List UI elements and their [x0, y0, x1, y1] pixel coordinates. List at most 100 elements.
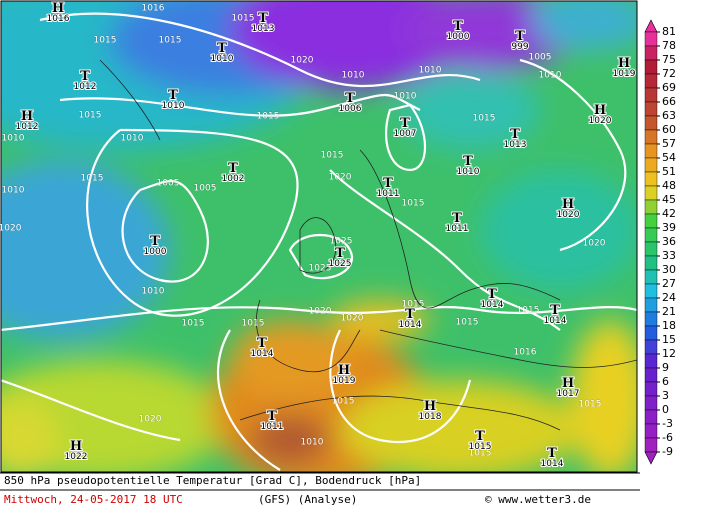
center-letter: T	[475, 429, 485, 444]
isobar-label: 1015	[81, 174, 104, 184]
center-letter: H	[594, 103, 606, 118]
isobar-label: 1015	[332, 397, 355, 407]
footer-title: 850 hPa pseudopotentielle Temperatur [Gr…	[4, 474, 421, 487]
colorbar-label: -9	[662, 445, 673, 458]
colorbar-label: 57	[662, 137, 676, 150]
colorbar-band	[644, 73, 658, 89]
center-letter: T	[383, 176, 393, 191]
isobar-label: 1016	[514, 348, 537, 358]
center-letter: T	[405, 307, 415, 322]
isobar-label: 1015	[159, 36, 182, 46]
center-letter: T	[168, 88, 178, 103]
isobar-label: 1020	[341, 314, 364, 324]
isobar-label: 1015	[517, 306, 540, 316]
isobar-label: 1015	[579, 400, 602, 410]
center-letter: T	[510, 127, 520, 142]
colorbar-label: 33	[662, 249, 676, 262]
center-letter: T	[258, 11, 268, 26]
colorbar-label: 72	[662, 67, 676, 80]
center-pressure: 1014	[251, 349, 274, 359]
center-pressure: 1020	[557, 210, 580, 220]
center-letter: T	[345, 91, 355, 106]
center-letter: T	[80, 69, 90, 84]
center-letter: T	[515, 29, 525, 44]
isobar-label: 1020	[0, 224, 22, 234]
center-pressure: 1016	[47, 14, 70, 24]
colorbar-band	[644, 185, 658, 201]
colorbar-band	[644, 395, 658, 411]
colorbar-label: 27	[662, 277, 676, 290]
colorbar-label: 30	[662, 263, 676, 276]
colorbar-band	[644, 45, 658, 61]
colorbar-label: 39	[662, 221, 676, 234]
colorbar-band	[644, 101, 658, 117]
center-letter: T	[228, 161, 238, 176]
isobar-labels: 1016 1015 1015 1015 1020 1010 1010 1005 1010 1015…	[0, 3, 606, 459]
colorbar-label: 48	[662, 179, 676, 192]
isobar-label: 1025	[309, 264, 332, 274]
center-letter: H	[424, 399, 436, 414]
center-pressure: 1014	[544, 316, 567, 326]
colorbar-band	[644, 283, 658, 299]
isobar-label: 1010	[121, 134, 144, 144]
colorbar-band	[644, 199, 658, 215]
isobar-label: 1010	[539, 71, 562, 81]
center-pressure: 1019	[613, 69, 636, 79]
colorbar-label: 66	[662, 95, 676, 108]
isobar-label: 1010	[394, 92, 417, 102]
center-letter: T	[335, 246, 345, 261]
colorbar-label: 75	[662, 53, 676, 66]
colorbar-label: 15	[662, 333, 676, 346]
colorbar-label: 9	[662, 361, 669, 374]
center-letter: T	[452, 211, 462, 226]
colorbar-band	[644, 87, 658, 103]
colorbar-band	[644, 157, 658, 173]
isobar-label: 1010	[419, 66, 442, 76]
center-pressure: 1015	[469, 442, 492, 452]
center-pressure: 1014	[399, 320, 422, 330]
isobar-label: 1005	[194, 184, 217, 194]
isobar-label: 1015	[321, 151, 344, 161]
center-letter: T	[257, 336, 267, 351]
isobar-label: 1010	[2, 134, 25, 144]
colorbar-band	[644, 381, 658, 397]
center-letter: H	[562, 376, 574, 391]
isobar-label: 1015	[402, 199, 425, 209]
colorbar-band	[644, 213, 658, 229]
colorbar-label: 18	[662, 319, 676, 332]
center-letter: H	[70, 439, 82, 454]
isobar-label: 1020	[309, 307, 332, 317]
center-pressure: 1012	[16, 122, 39, 132]
center-letter: T	[217, 41, 227, 56]
colorbar-label: 45	[662, 193, 676, 206]
colorbar-band	[644, 423, 658, 439]
isobar-label: 1005	[157, 179, 180, 189]
isobar-label: 1005	[529, 53, 552, 63]
center-pressure: 1011	[261, 422, 284, 432]
center-pressure: 1010	[457, 167, 480, 177]
isobar-label: 1015	[79, 111, 102, 121]
colorbar-band	[644, 353, 658, 369]
colorbar-label: 51	[662, 165, 676, 178]
center-pressure: 1000	[144, 247, 167, 257]
center-pressure: 1025	[329, 259, 352, 269]
center-letter: H	[562, 197, 574, 212]
isobar-label: 1010	[301, 438, 324, 448]
colorbar-band	[644, 255, 658, 271]
center-letter: T	[267, 409, 277, 424]
center-pressure: 1007	[394, 129, 417, 139]
isobar-label: 1020	[329, 173, 352, 183]
colorbar-band	[644, 129, 658, 145]
colorbar-band	[644, 311, 658, 327]
isobar-label: 1015	[456, 318, 479, 328]
colorbar-label: -6	[662, 431, 673, 444]
isobar-label: 1016	[142, 4, 165, 14]
colorbar-cap	[644, 19, 658, 33]
center-pressure: 1010	[211, 54, 234, 64]
center-letter: T	[463, 154, 473, 169]
isobar-label: 1020	[583, 239, 606, 249]
colorbar: 8178757269666360575451484542393633302724…	[644, 19, 676, 465]
colorbar-label: 60	[662, 123, 676, 136]
center-pressure: 1014	[481, 300, 504, 310]
